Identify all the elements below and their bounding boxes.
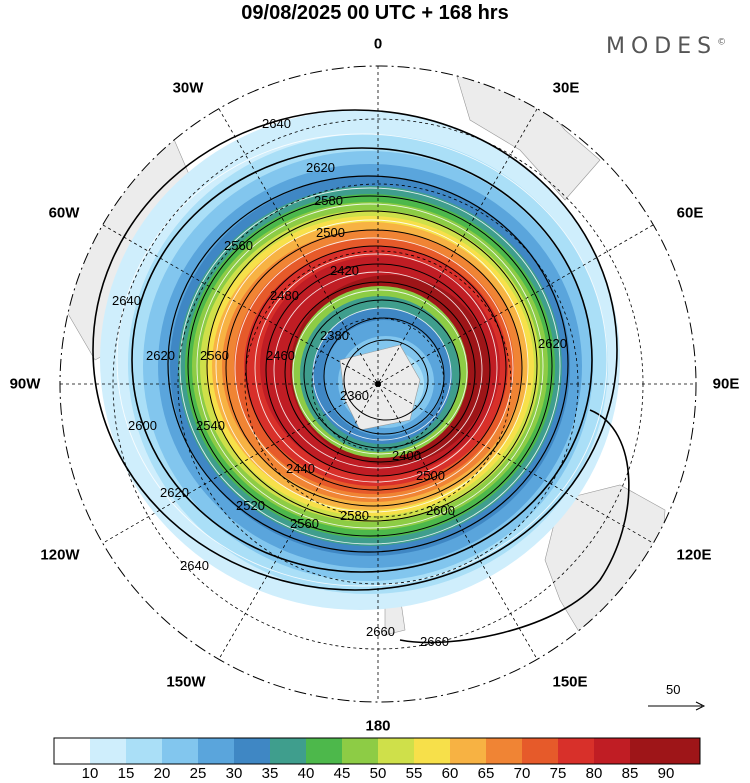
contour-label: 2520 (236, 498, 265, 513)
colorbar-swatch (594, 738, 630, 764)
colorbar-swatch (198, 738, 234, 764)
colorbar-label: 90 (657, 765, 675, 782)
colorbar-swatch (54, 738, 90, 764)
colorbar-label: 35 (261, 765, 279, 782)
contour-label: 2640 (262, 116, 291, 131)
contour-label: 2500 (416, 468, 445, 483)
contour-label: 2620 (538, 336, 567, 351)
contour-label: 2660 (420, 634, 449, 649)
colorbar-label: 55 (405, 765, 423, 782)
colorbar-label: 65 (477, 765, 495, 782)
colorbar-label: 50 (369, 765, 387, 782)
lon-label-90w: 90W (9, 375, 41, 393)
contour-labels: 2640 2620 2580 2560 2500 2420 2380 2360 … (112, 116, 567, 649)
contour-label: 2400 (392, 448, 421, 463)
colorbar-label: 40 (297, 765, 315, 782)
contour-label: 2560 (200, 348, 229, 363)
modes-logo: MODES© (606, 34, 727, 59)
colorbar-label: 80 (585, 765, 603, 782)
colorbar-swatch (306, 738, 342, 764)
colorbar-label: 15 (117, 765, 135, 782)
colorbar-label: 75 (549, 765, 567, 782)
lon-label-120e: 120E (676, 546, 712, 564)
contour-label: 2640 (180, 558, 209, 573)
lon-label-150e: 150E (552, 673, 588, 691)
height-contours (92, 109, 630, 644)
colorbar-labels: 10 15 20 25 30 35 40 45 50 55 60 65 70 7… (0, 765, 750, 783)
colorbar-label: 25 (189, 765, 207, 782)
map-fill (60, 66, 696, 702)
reference-vector-arrowhead (695, 701, 706, 711)
contour-label: 2460 (266, 348, 295, 363)
colorbar-swatch (126, 738, 162, 764)
colorbar-swatch (270, 738, 306, 764)
colorbar-swatch (342, 738, 378, 764)
contour-label: 2620 (160, 485, 189, 500)
reference-vector-value: 50 (666, 682, 681, 697)
contour-label: 2600 (426, 503, 455, 518)
colorbar-swatch (522, 738, 558, 764)
lon-label-90e: 90E (712, 375, 740, 393)
colorbar-swatch (558, 738, 594, 764)
contour-label: 2360 (340, 388, 369, 403)
map-title: 09/08/2025 00 UTC + 168 hrs (241, 2, 509, 24)
colorbar-swatch (630, 738, 700, 764)
contour-label: 2580 (314, 193, 343, 208)
contour-label: 2540 (196, 418, 225, 433)
colorbar-label: 30 (225, 765, 243, 782)
lon-label-150w: 150W (166, 673, 206, 691)
colorbar-swatch (450, 738, 486, 764)
colorbar-label: 10 (81, 765, 99, 782)
colorbar-label: 85 (621, 765, 639, 782)
contour-label: 2480 (270, 288, 299, 303)
contour-label: 2380 (320, 328, 349, 343)
contour-label: 2500 (316, 225, 345, 240)
contour-label: 2640 (112, 293, 141, 308)
contour-label: 2600 (128, 418, 157, 433)
lon-label-180: 180 (365, 717, 391, 735)
map-boundary (59, 65, 697, 703)
south-pole-marker (375, 381, 381, 387)
contour-label: 2620 (306, 160, 335, 175)
lon-label-30w: 30W (172, 79, 204, 97)
colorbar-label: 20 (153, 765, 171, 782)
colorbar-label: 70 (513, 765, 531, 782)
lon-label-0: 0 (373, 35, 383, 53)
contour-label: 2420 (330, 263, 359, 278)
colorbar-swatch (414, 738, 450, 764)
lon-label-60e: 60E (676, 204, 704, 222)
wind-speed-shading (100, 110, 620, 610)
colorbar-label: 45 (333, 765, 351, 782)
colorbar-swatch (90, 738, 126, 764)
colorbar-swatch (486, 738, 522, 764)
contour-label: 2660 (366, 624, 395, 639)
graticule (60, 66, 696, 702)
contour-label: 2560 (224, 238, 253, 253)
colorbar-swatch (162, 738, 198, 764)
contour-label: 2620 (146, 348, 175, 363)
contour-label: 2560 (290, 516, 319, 531)
contour-label: 2440 (286, 461, 315, 476)
lon-label-60w: 60W (48, 204, 80, 222)
lon-label-120w: 120W (40, 546, 80, 564)
colorbar-swatch (378, 738, 414, 764)
contour-label: 2580 (340, 508, 369, 523)
colorbar-swatch (234, 738, 270, 764)
lon-label-30e: 30E (552, 79, 580, 97)
colorbar (53, 737, 701, 765)
colorbar-label: 60 (441, 765, 459, 782)
